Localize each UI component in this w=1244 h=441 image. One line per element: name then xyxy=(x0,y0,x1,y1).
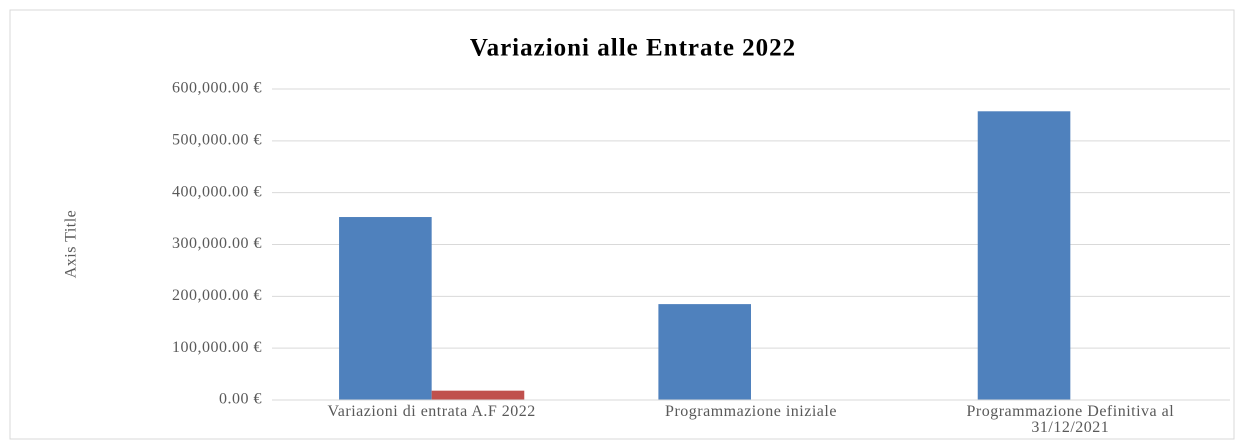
y-tick-label: 600,000.00 € xyxy=(172,80,262,97)
x-tick-label: Programmazione iniziale xyxy=(665,403,837,420)
x-tick-label: Programmazione Definitiva al 31/12/2021 xyxy=(966,403,1175,436)
x-tick-label: Variazioni di entrata A.F 2022 xyxy=(327,403,536,420)
y-tick-label: 100,000.00 € xyxy=(172,339,262,356)
y-axis-title: Axis Title xyxy=(63,210,80,279)
y-tick-label: 200,000.00 € xyxy=(172,287,262,304)
y-tick-label: 500,000.00 € xyxy=(172,132,262,149)
y-tick-label: 0.00 € xyxy=(219,391,262,408)
bar xyxy=(977,111,1071,400)
chart-title: Variazioni alle Entrate 2022 xyxy=(470,35,796,62)
y-tick-label: 300,000.00 € xyxy=(172,235,262,252)
y-tick-label: 400,000.00 € xyxy=(172,183,262,200)
bar xyxy=(658,304,751,400)
bar xyxy=(431,390,525,400)
bar xyxy=(339,217,432,400)
